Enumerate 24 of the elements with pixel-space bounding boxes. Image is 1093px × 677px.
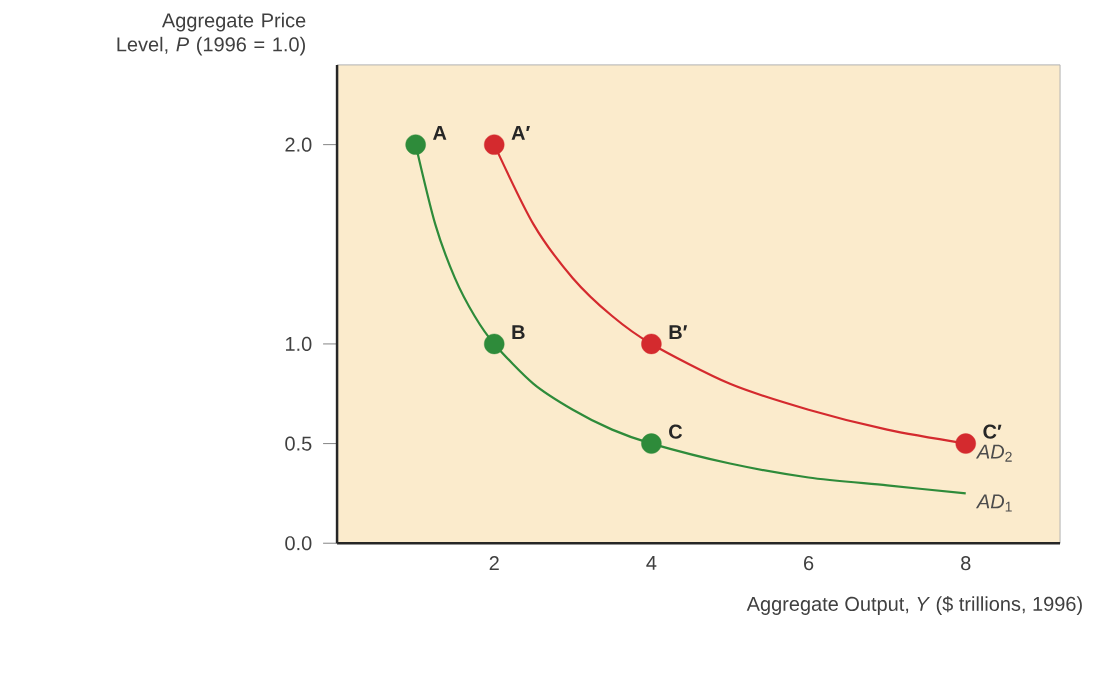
series-label: AD$_{2}$ <box>975 444 1012 462</box>
annotation: B′ <box>669 325 688 340</box>
annotation: B <box>512 325 525 340</box>
point <box>484 134 505 155</box>
point <box>641 333 662 355</box>
x-tick-label: 8 <box>961 556 971 571</box>
point <box>955 433 976 454</box>
y-axis-title: Aggregate Price Level, P (1996 = 1.0) <box>117 12 306 56</box>
y-tick-label: 1.0 <box>285 336 312 351</box>
series-label: AD$_{1}$ <box>975 494 1012 512</box>
annotation: A′ <box>511 126 530 140</box>
annotation: C′ <box>983 424 1002 439</box>
point <box>405 134 426 155</box>
x-tick-label: 4 <box>646 556 657 570</box>
y-tick-label: 2.0 <box>285 137 312 152</box>
y-tick-label: 0.5 <box>285 436 312 451</box>
x-tick-label: 2 <box>489 556 499 571</box>
point <box>641 433 662 454</box>
y-tick-label: 0.0 <box>285 536 312 551</box>
annotation: C <box>669 424 683 439</box>
x-tick-label: 6 <box>804 556 814 571</box>
point <box>484 333 505 355</box>
annotation: A <box>432 126 447 140</box>
x-axis-title: Aggregate Output, Y ($ trillions, 1996) <box>746 596 1082 615</box>
